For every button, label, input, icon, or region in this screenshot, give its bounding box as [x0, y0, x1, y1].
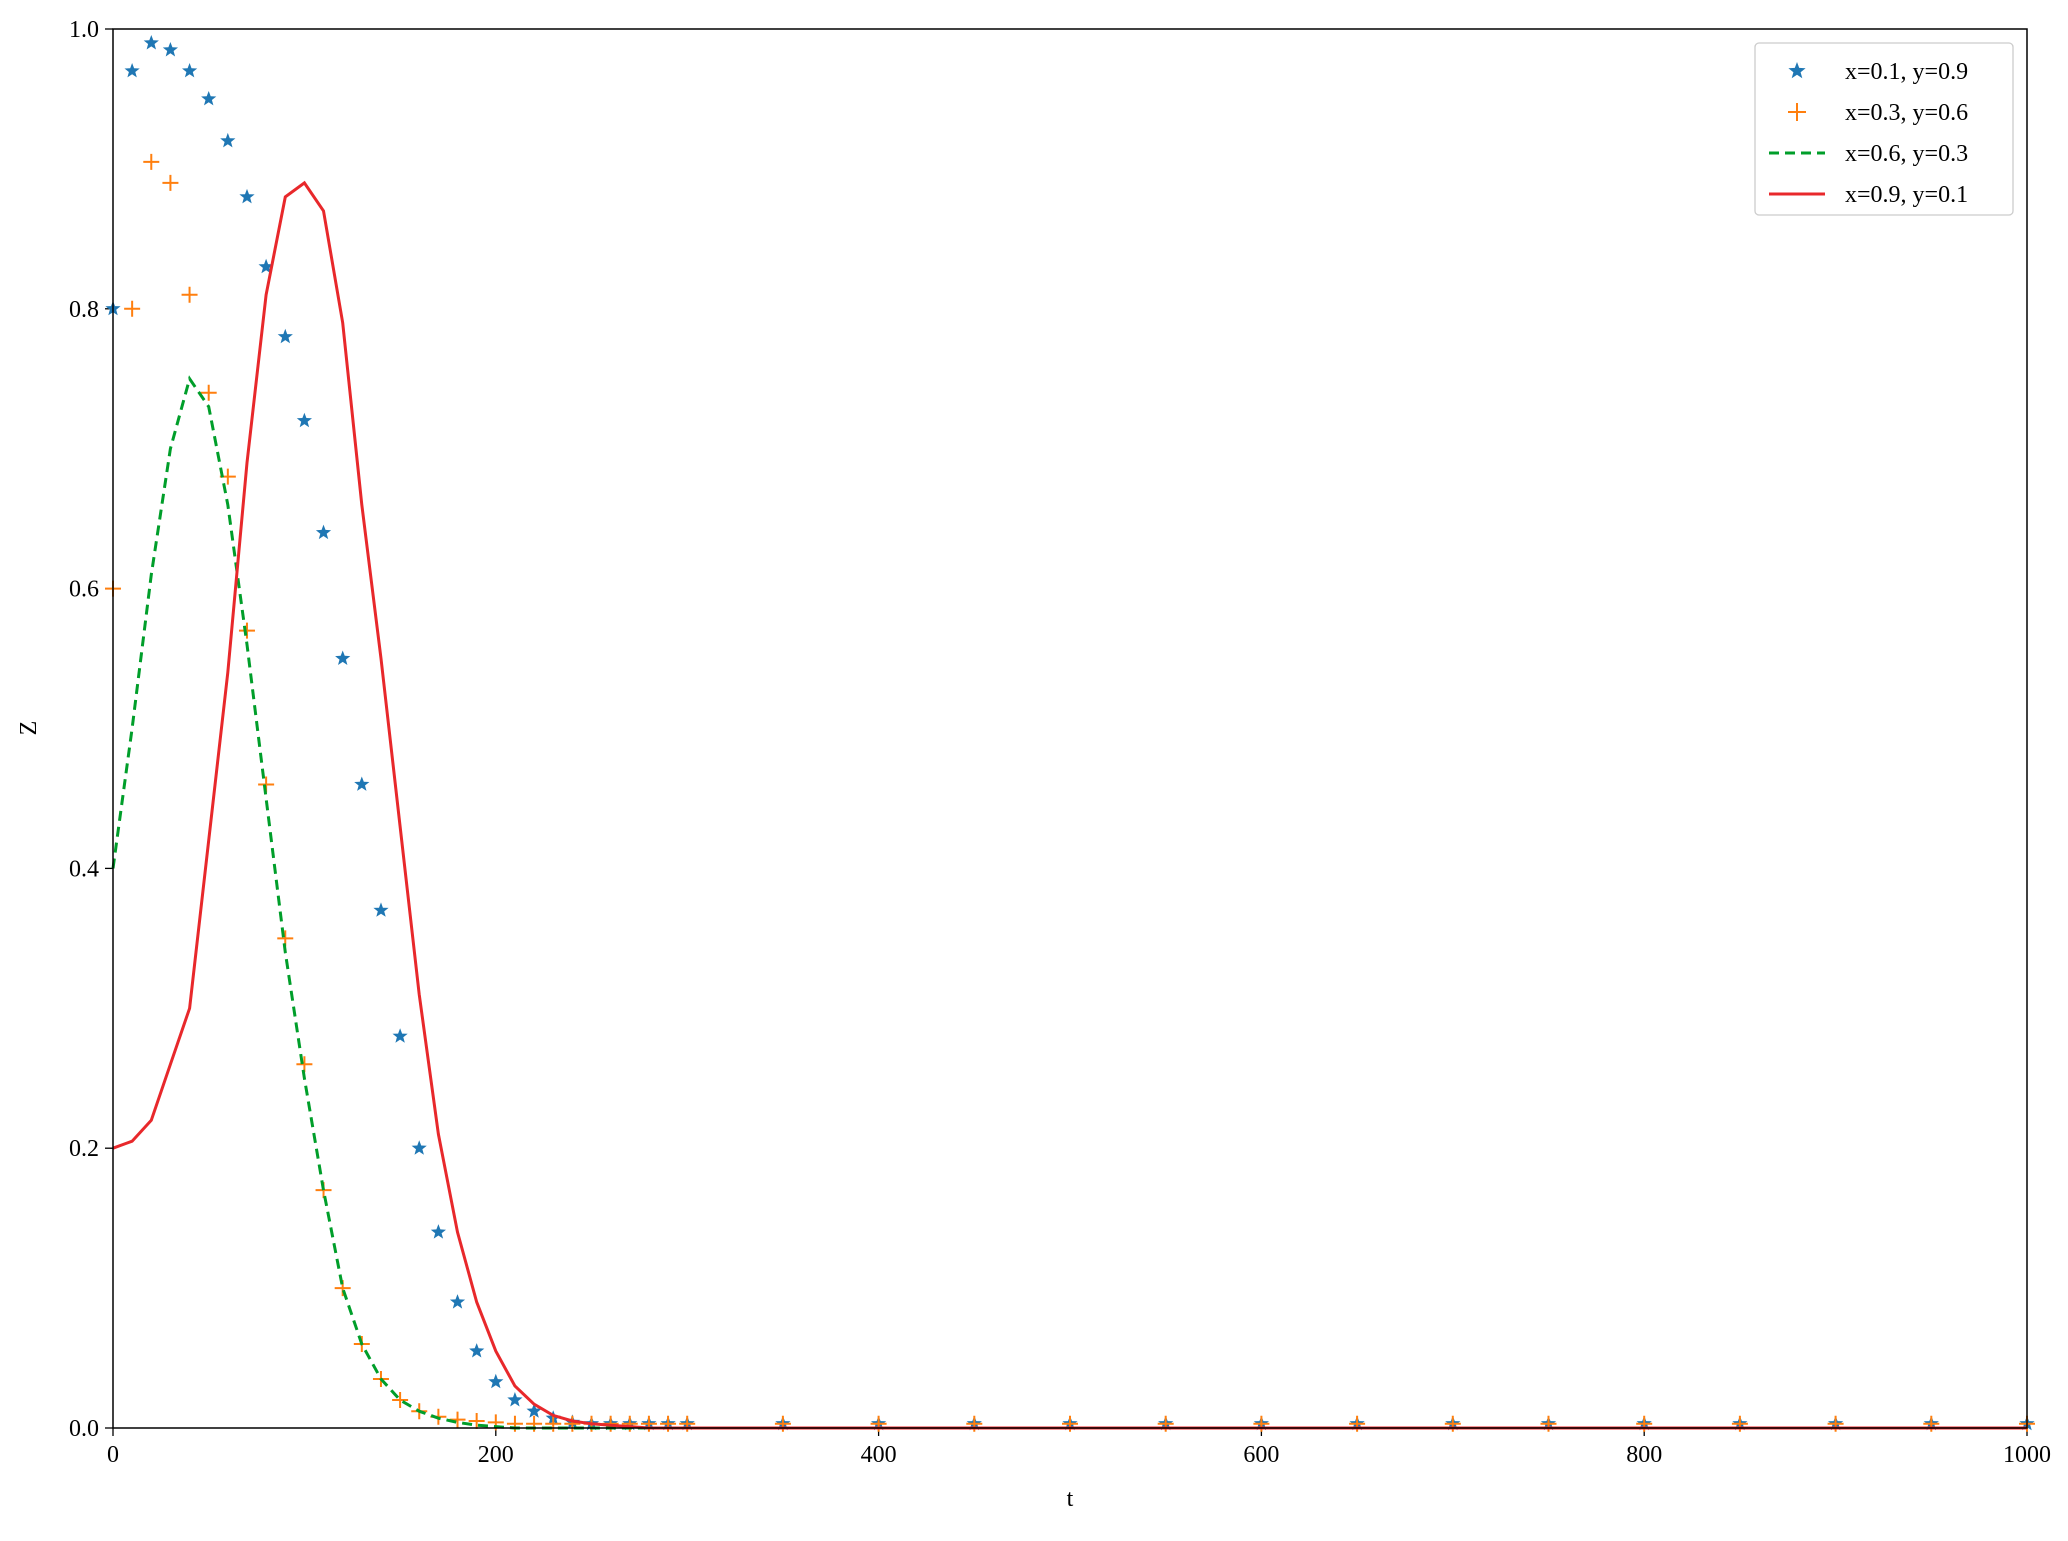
star-marker — [201, 91, 217, 106]
star-marker — [335, 650, 351, 665]
plus-marker — [296, 1056, 313, 1073]
y-tick-label: 0.0 — [69, 1416, 99, 1442]
plot-frame — [112, 28, 2028, 1429]
plus-marker — [545, 1415, 562, 1432]
plus-marker — [392, 1392, 409, 1409]
star-marker — [430, 1224, 446, 1239]
star-marker — [373, 902, 389, 917]
series-line — [111, 375, 2027, 1430]
star-marker — [488, 1373, 504, 1389]
star-marker — [392, 1028, 408, 1043]
x-tick-label: 0 — [107, 1442, 119, 1468]
x-tick-label: 200 — [478, 1442, 514, 1468]
legend: x=0.1, y=0.9 x=0.3, y=0.6 x=0.6, y=0.3 x=0.… — [1754, 42, 2014, 216]
star-marker — [469, 1343, 485, 1358]
plus-marker — [1788, 103, 1806, 121]
star-marker — [124, 63, 140, 78]
plus-marker — [449, 1411, 466, 1428]
star-marker — [239, 188, 255, 204]
star-marker — [1788, 62, 1806, 79]
plus-marker — [200, 384, 217, 401]
legend-label: x=0.3, y=0.6 — [1845, 100, 1968, 126]
plus-marker — [143, 153, 160, 170]
star-marker — [143, 35, 159, 50]
star-marker — [182, 63, 198, 78]
star-marker — [220, 132, 236, 148]
legend-box — [1754, 42, 2014, 216]
plus-marker — [124, 300, 141, 317]
star-marker — [258, 258, 274, 274]
star-marker — [162, 42, 178, 57]
star-marker — [296, 412, 312, 428]
legend-label: x=0.6, y=0.3 — [1845, 141, 1968, 167]
legend-label: x=0.1, y=0.9 — [1845, 59, 1968, 85]
x-tick-label: 600 — [1243, 1442, 1279, 1468]
y-tick-label: 0.6 — [69, 577, 99, 603]
y-tick-label: 1.0 — [69, 17, 99, 43]
star-marker — [315, 524, 332, 540]
legend-label: x=0.9, y=0.1 — [1845, 182, 1968, 208]
y-tick-label: 0.8 — [69, 297, 99, 323]
y-axis-label: Z — [16, 721, 42, 736]
x-tick-label: 400 — [861, 1442, 897, 1468]
star-marker — [526, 1403, 542, 1418]
x-tick-label: 800 — [1626, 1442, 1662, 1468]
series-line — [112, 180, 2027, 1430]
plus-marker — [238, 622, 255, 639]
x-tick-label: 1000 — [2003, 1442, 2051, 1468]
plus-marker — [468, 1413, 485, 1430]
plus-marker — [564, 1415, 581, 1432]
star-marker — [411, 1140, 427, 1155]
star-marker — [354, 776, 370, 791]
y-tick-label: 0.2 — [69, 1136, 99, 1162]
plus-marker — [162, 174, 179, 191]
y-tick-label: 0.4 — [69, 856, 99, 882]
star-marker — [507, 1392, 523, 1407]
star-marker — [277, 328, 293, 344]
plus-marker — [181, 286, 198, 303]
star-marker — [449, 1294, 466, 1309]
x-axis-label: t — [1067, 1486, 1074, 1512]
